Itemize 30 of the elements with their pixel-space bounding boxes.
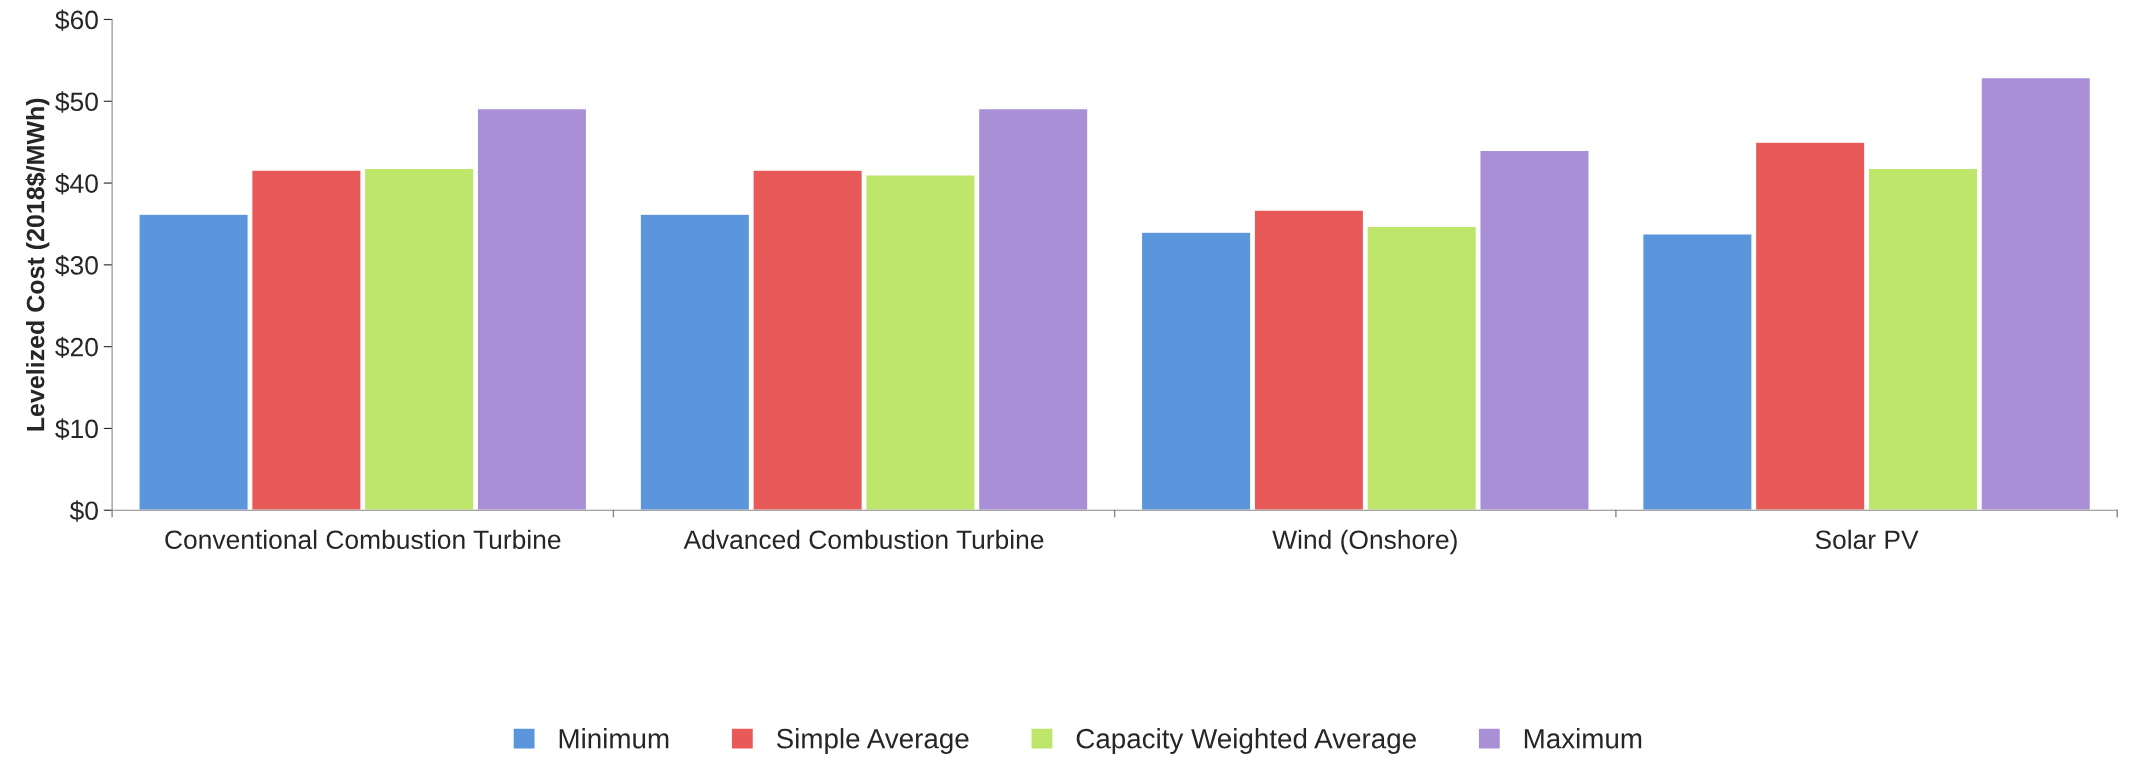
bar: [1479, 149, 1590, 511]
bar: [476, 107, 588, 511]
bar: [1754, 141, 1866, 511]
y-tick-label: $60: [55, 9, 98, 31]
y-tick-label: $30: [55, 254, 98, 277]
x-tick-label: Advanced Combustion Turbine: [683, 529, 1044, 550]
x-tick-label: Solar PV: [1815, 529, 1919, 550]
bar: [1980, 76, 2092, 511]
bar: [363, 167, 475, 511]
y-tick-label: $0: [69, 500, 98, 522]
y-tick-label: $40: [55, 173, 98, 195]
x-tick-label: Conventional Combustion Turbine: [165, 529, 561, 550]
bar: [639, 213, 751, 511]
legend-label: Capacity Weighted Average: [1076, 728, 1416, 754]
legend-label: Simple Average: [776, 728, 969, 754]
legend-label: Minimum: [559, 728, 669, 749]
bar: [1366, 225, 1478, 511]
legend-label: Maximum: [1524, 728, 1642, 749]
y-tick-label: $20: [55, 336, 98, 359]
bar: [1867, 167, 1979, 511]
bar: [138, 213, 249, 511]
bar: [1641, 233, 1753, 511]
y-tick-label: $10: [55, 418, 98, 440]
bar: [977, 107, 1089, 511]
bar: [752, 169, 864, 511]
bar: [250, 169, 362, 511]
y-axis-title: Levelized Cost (2018$/MWh): [25, 98, 50, 431]
y-tick-label: $50: [55, 91, 98, 113]
bar: [865, 174, 976, 511]
x-tick-label: Wind (Onshore): [1272, 529, 1457, 555]
